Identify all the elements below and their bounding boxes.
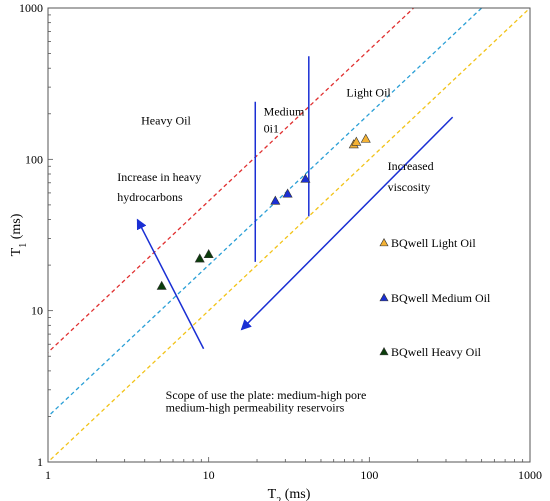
axis-labels: T2 (ms) T1 (ms) [9,213,311,501]
axes: 1 10 100 1000 1 10 100 1000 [19,1,542,482]
annotation-1: Heavy Oil [141,113,191,127]
legend-label-2: BQwell Heavy Oil [391,345,482,359]
data-point-2-1 [194,253,205,263]
data-point-1-0 [270,195,281,205]
x-tick-label: 10 [203,468,215,482]
legend-marker-1 [379,293,389,302]
y-tick-label: 1 [37,455,43,469]
annotation-2: Medium [264,104,305,118]
data-point-1-2 [300,173,311,183]
legend-marker-0 [379,238,389,247]
x-tick-label: 1000 [518,468,542,482]
annotation-5: hydrocarbons [117,190,183,204]
y-tick-label: 10 [31,304,43,318]
legend-label-1: BQwell Medium Oil [391,291,491,305]
annotation-8: Scope of use the plate: medium-high pore [166,388,367,402]
annotation-7: viscosity [388,180,431,194]
data-point-2-2 [203,249,214,259]
annotation-6: Increased [388,159,434,173]
annotation-9: medium-high permeability reservoirs [166,401,345,415]
data-point-2-0 [156,280,167,290]
x-tick-label: 1 [45,468,51,482]
plot-frame [47,7,531,463]
annotation-0: Light Oil [346,86,391,100]
annotation-4: Increase in heavy [117,170,201,184]
y-tick-label: 1000 [19,1,43,15]
y-tick-label: 100 [25,152,43,166]
x-tick-label: 100 [360,468,378,482]
trend-arrow-1 [240,116,454,331]
data-point-1-1 [282,188,293,198]
legend-label-0: BQwell Light Oil [391,236,476,250]
annotation-3: 0i1 [264,122,279,136]
data-point-0-1 [351,136,362,146]
legend: BQwell Light Oil BQwell Medium Oil BQwell … [379,236,491,359]
data-point-0-2 [360,133,371,143]
x-axis-label: T2 (ms) [268,487,311,501]
y-axis-label: T1 (ms) [9,213,29,256]
legend-marker-2 [379,347,389,356]
trend-arrow-0 [136,218,205,350]
